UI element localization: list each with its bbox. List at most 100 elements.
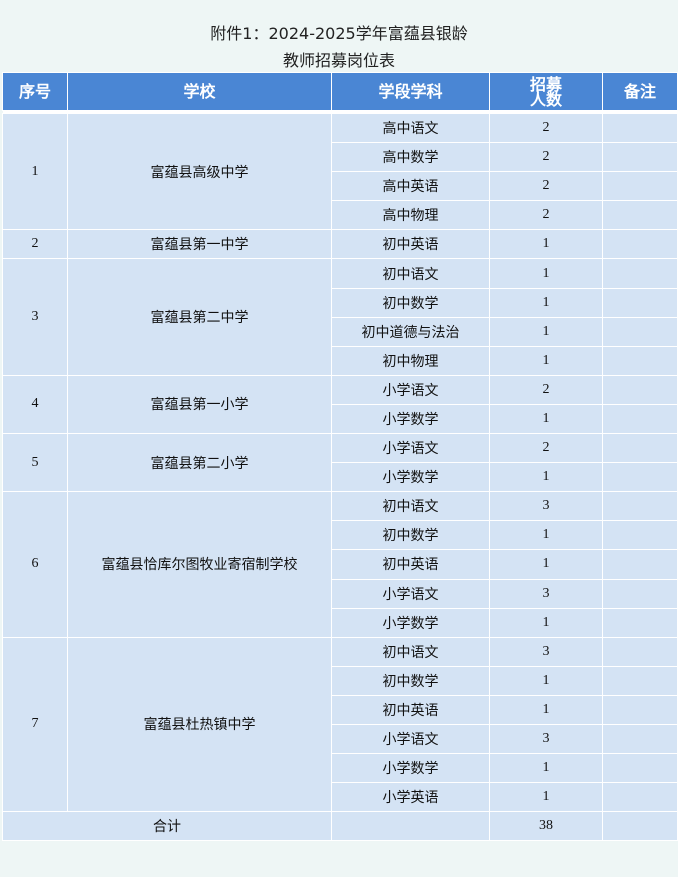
subject-cell: 高中英语 bbox=[331, 171, 490, 202]
recruitment-table: 序号 学校 学段学科 招募 人数 备注 1 富蕴县高级中学 高中语文 2 高中数学 2 高中… bbox=[2, 72, 678, 842]
table-row: 初中数学 1 bbox=[3, 287, 678, 318]
doc-title-line2: 教师招募岗位表 bbox=[282, 51, 395, 70]
remark-cell bbox=[602, 520, 678, 551]
table-row: 初中英语 1 bbox=[3, 549, 678, 580]
count-cell: 1 bbox=[489, 345, 603, 376]
subject-cell: 初中数学 bbox=[331, 665, 490, 696]
subject-cell: 小学语文 bbox=[331, 723, 490, 755]
school-name-cell: 富蕴县第二小学 bbox=[67, 433, 332, 493]
table-row: 高中数学 2 bbox=[3, 142, 678, 173]
count-cell: 2 bbox=[489, 112, 603, 144]
table-row: 高中英语 2 bbox=[3, 171, 678, 202]
subject-cell: 小学数学 bbox=[331, 462, 490, 493]
total-subject-cell bbox=[331, 811, 490, 842]
table-row: 6 富蕴县恰库尔图牧业寄宿制学校 初中语文 3 bbox=[2, 491, 678, 638]
subject-cell: 高中数学 bbox=[331, 142, 490, 173]
count-cell: 2 bbox=[489, 374, 603, 405]
count-cell: 1 bbox=[489, 258, 603, 289]
table-row: 初中英语 1 bbox=[3, 694, 678, 725]
school-name-cell: 富蕴县高级中学 bbox=[67, 112, 332, 231]
remark-cell bbox=[602, 549, 678, 580]
count-cell: 1 bbox=[489, 694, 603, 725]
doc-title-line1: 附件1：2024-2025学年富蕴县银龄 bbox=[210, 24, 468, 43]
header-school: 学校 bbox=[67, 72, 332, 111]
subject-cell: 初中英语 bbox=[331, 549, 490, 580]
count-cell: 2 bbox=[489, 142, 603, 173]
table-row: 4 富蕴县第一小学 小学语文 2 bbox=[2, 374, 678, 435]
remark-cell bbox=[602, 433, 678, 464]
subject-cell: 小学英语 bbox=[331, 782, 490, 813]
total-value: 38 bbox=[489, 811, 603, 842]
subject-cell: 小学数学 bbox=[331, 403, 490, 435]
subject-cell: 初中数学 bbox=[331, 520, 490, 551]
subject-cell: 初中语文 bbox=[331, 258, 490, 289]
count-cell: 1 bbox=[489, 753, 603, 784]
header-count: 招募 人数 bbox=[489, 72, 603, 111]
remark-cell bbox=[602, 723, 678, 755]
subject-cell: 高中语文 bbox=[331, 112, 490, 144]
table-row: 1 富蕴县高级中学 高中语文 2 bbox=[2, 112, 678, 231]
subject-cell: 初中语文 bbox=[331, 636, 490, 667]
remark-cell bbox=[602, 694, 678, 725]
subject-cell: 小学数学 bbox=[331, 753, 490, 784]
school-name-cell: 富蕴县第一小学 bbox=[67, 374, 332, 435]
subject-cell: 初中英语 bbox=[331, 694, 490, 725]
count-cell: 1 bbox=[489, 549, 603, 580]
school-name-cell: 富蕴县杜热镇中学 bbox=[67, 636, 332, 813]
remark-cell bbox=[602, 782, 678, 813]
remark-cell bbox=[602, 403, 678, 435]
school-no-cell: 3 bbox=[2, 258, 68, 376]
table-row: 初中数学 1 bbox=[3, 665, 678, 696]
table-row: 5 富蕴县第二小学 小学语文 2 bbox=[2, 433, 678, 493]
remark-cell bbox=[602, 578, 678, 609]
count-cell: 2 bbox=[489, 433, 603, 464]
school-no-cell: 7 bbox=[2, 636, 68, 813]
school-no-cell: 2 bbox=[2, 229, 68, 260]
remark-cell bbox=[602, 665, 678, 696]
header-row: 序号 学校 学段学科 招募 人数 备注 bbox=[2, 72, 678, 111]
table-row: 7 富蕴县杜热镇中学 初中语文 3 bbox=[2, 636, 678, 813]
header-remark: 备注 bbox=[602, 72, 678, 111]
school-no-cell: 6 bbox=[2, 491, 68, 638]
subject-cell: 初中语文 bbox=[331, 491, 490, 522]
subject-cell: 小学语文 bbox=[331, 374, 490, 405]
remark-cell bbox=[602, 112, 678, 144]
count-cell: 1 bbox=[489, 665, 603, 696]
remark-cell bbox=[602, 258, 678, 289]
count-cell: 1 bbox=[489, 782, 603, 813]
count-cell: 1 bbox=[489, 403, 603, 435]
school-no-cell: 4 bbox=[2, 374, 68, 435]
subject-cell: 初中英语 bbox=[331, 229, 490, 260]
school-no-cell: 1 bbox=[2, 112, 68, 231]
remark-cell bbox=[602, 491, 678, 522]
table-row: 初中物理 1 bbox=[3, 345, 678, 376]
table-row: 2 富蕴县第一中学 初中英语 1 bbox=[2, 229, 678, 260]
count-cell: 1 bbox=[489, 287, 603, 318]
remark-cell bbox=[602, 200, 678, 231]
count-cell: 1 bbox=[489, 520, 603, 551]
subject-cell: 小学数学 bbox=[331, 607, 490, 638]
remark-cell bbox=[602, 316, 678, 347]
subject-cell: 高中物理 bbox=[331, 200, 490, 231]
count-cell: 3 bbox=[489, 723, 603, 755]
subject-cell: 初中数学 bbox=[331, 287, 490, 318]
table-row: 小学语文 3 bbox=[3, 578, 678, 609]
count-cell: 1 bbox=[489, 607, 603, 638]
remark-cell bbox=[602, 607, 678, 638]
count-cell: 1 bbox=[489, 462, 603, 493]
remark-cell bbox=[602, 345, 678, 376]
remark-cell bbox=[602, 142, 678, 173]
count-cell: 1 bbox=[489, 229, 603, 260]
header-subject: 学段学科 bbox=[331, 72, 490, 111]
count-cell: 3 bbox=[489, 578, 603, 609]
remark-cell bbox=[602, 171, 678, 202]
subject-cell: 小学语文 bbox=[331, 578, 490, 609]
subject-cell: 初中物理 bbox=[331, 345, 490, 376]
table-row: 3 富蕴县第二中学 初中语文 1 bbox=[2, 258, 678, 376]
remark-cell bbox=[602, 462, 678, 493]
remark-cell bbox=[602, 753, 678, 784]
subject-cell: 小学语文 bbox=[331, 433, 490, 464]
table-row: 小学数学 1 bbox=[3, 462, 678, 493]
school-name-cell: 富蕴县第一中学 bbox=[67, 229, 332, 260]
table-row: 小学数学 1 bbox=[3, 753, 678, 784]
